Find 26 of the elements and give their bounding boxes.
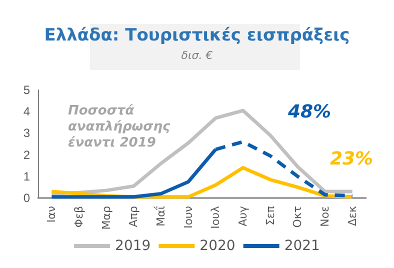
chart-title: Ελλάδα: Τουριστικές εισπράξεις (44, 26, 350, 46)
x-tick-label: Μαρ (100, 206, 113, 230)
x-tick-label: Οκτ (291, 206, 304, 228)
y-tick-label: 4 (23, 104, 30, 119)
chart-subtitle: δισ. € (181, 49, 213, 62)
x-tick-label: Δεκ (346, 206, 359, 226)
y-tick-label: 3 (23, 126, 30, 140)
legend-label: 2019 (115, 238, 151, 254)
x-tick-label: Ιουν (182, 206, 195, 228)
x-tick-label: Μαΐ (154, 206, 168, 226)
y-tick-label: 1 (23, 169, 30, 184)
x-tick-label: Ιαν (45, 206, 58, 223)
annotation: 23% (330, 148, 374, 170)
x-tick-label: Ιουλ (209, 206, 222, 229)
legend-label: 2021 (284, 238, 320, 254)
legend-label: 2020 (200, 238, 236, 254)
x-tick-label: Νοε (318, 206, 332, 227)
y-tick-label: 5 (23, 83, 30, 97)
x-tick-label: Σεπ (264, 206, 277, 226)
y-tick-label: 2 (23, 148, 30, 162)
x-tick-label: Αυγ (236, 206, 250, 226)
annotation: 48% (287, 102, 332, 122)
x-tick-label: Απρ (127, 206, 140, 228)
annotation: Ποσοστά αναπλήρωσης έναντι 2019 (68, 104, 170, 150)
y-tick-label: 0 (23, 191, 30, 205)
x-tick-label: Φεβ (72, 206, 86, 228)
